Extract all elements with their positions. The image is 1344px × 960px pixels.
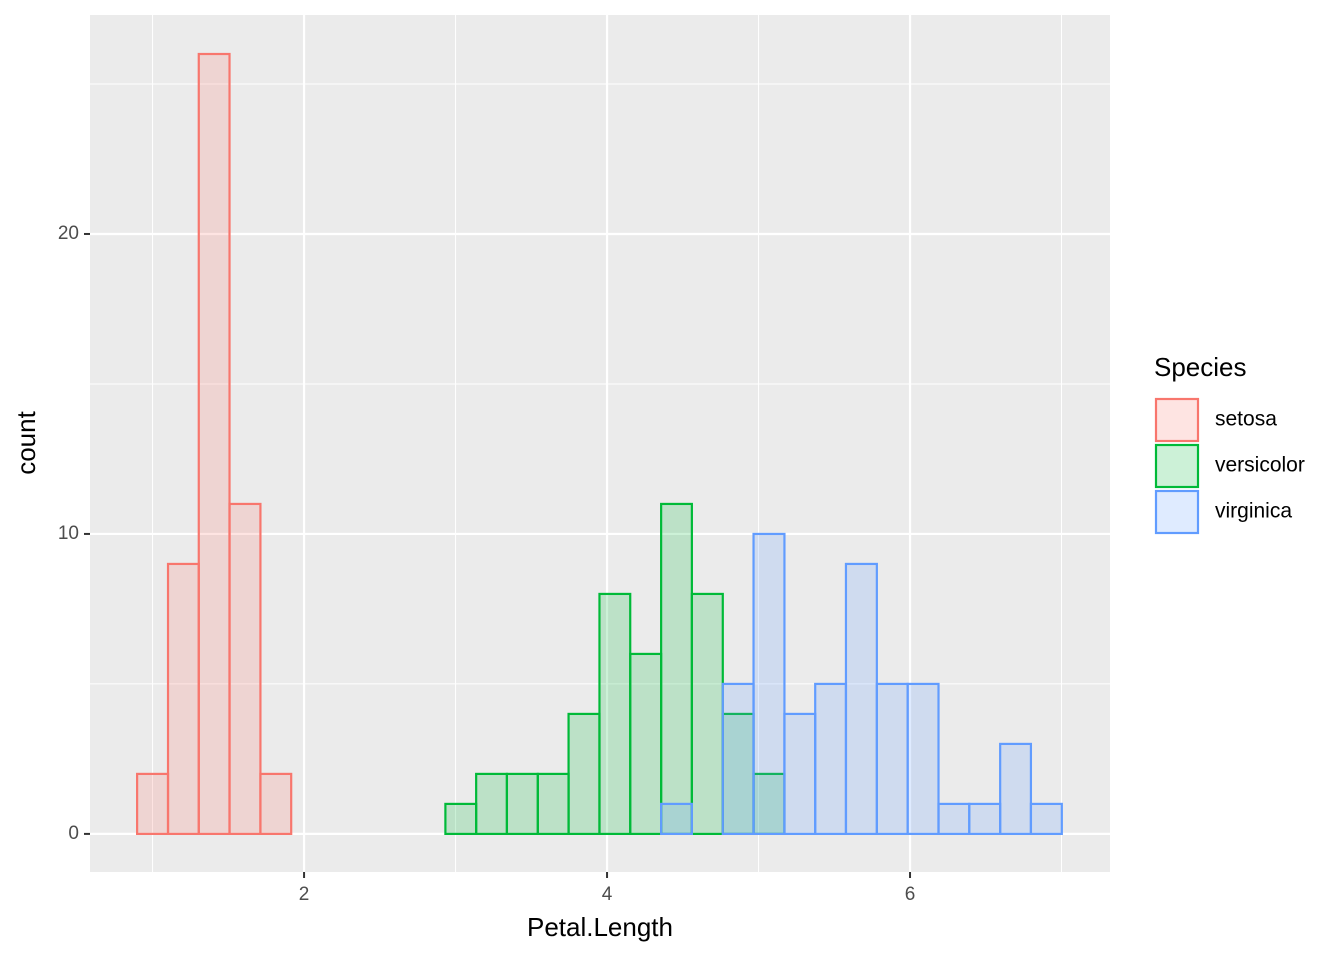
bar bbox=[505, 772, 539, 836]
bar bbox=[136, 772, 170, 836]
x-axis-title: Petal.Length bbox=[527, 912, 673, 942]
y-tick-label: 20 bbox=[58, 223, 79, 244]
legend-key bbox=[1154, 443, 1200, 489]
bar bbox=[875, 682, 909, 836]
legend-label: versicolor bbox=[1215, 454, 1305, 477]
bar bbox=[197, 52, 231, 836]
x-tick-label: 6 bbox=[905, 884, 916, 905]
x-tick-label: 4 bbox=[602, 884, 613, 905]
bar bbox=[567, 712, 601, 836]
bar bbox=[752, 532, 786, 836]
bar bbox=[1029, 802, 1063, 836]
bar bbox=[166, 562, 200, 836]
legend-key bbox=[1154, 397, 1200, 443]
legend-title: Species bbox=[1154, 352, 1247, 382]
bar bbox=[844, 562, 878, 836]
bar bbox=[690, 592, 724, 836]
legend-label: virginica bbox=[1215, 500, 1292, 523]
bar bbox=[660, 802, 693, 836]
y-tick-label: 10 bbox=[58, 523, 79, 544]
bar bbox=[228, 502, 262, 836]
bar bbox=[444, 802, 478, 836]
bar bbox=[598, 592, 632, 836]
bar bbox=[968, 802, 1002, 836]
bar bbox=[629, 652, 663, 836]
bar bbox=[721, 682, 755, 836]
legend-label: setosa bbox=[1215, 408, 1277, 431]
bar bbox=[999, 742, 1033, 836]
bar bbox=[536, 772, 570, 836]
bar bbox=[937, 802, 971, 836]
legend-key bbox=[1154, 489, 1200, 535]
bar bbox=[906, 682, 940, 836]
y-axis-title: count bbox=[11, 410, 41, 474]
bar bbox=[783, 712, 817, 836]
bar bbox=[814, 682, 848, 836]
bar bbox=[475, 772, 509, 836]
bar bbox=[660, 502, 693, 836]
bar bbox=[259, 772, 293, 836]
x-tick-label: 2 bbox=[299, 884, 310, 905]
y-tick-label: 0 bbox=[68, 823, 79, 844]
